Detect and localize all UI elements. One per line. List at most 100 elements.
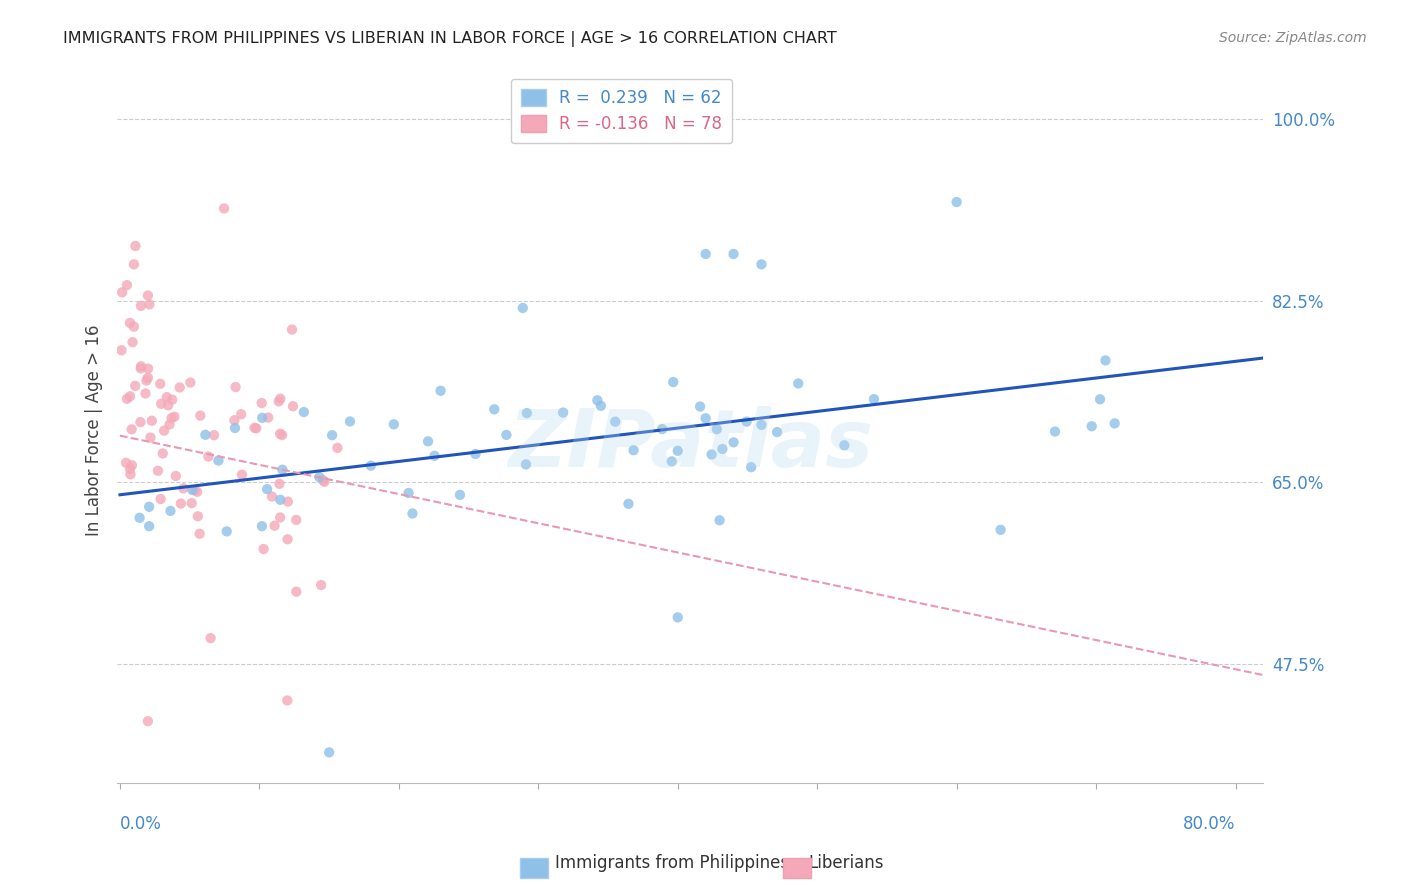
Point: [700, 448, 723, 462]
Point: [250, 396, 273, 410]
Point: [207, 453, 229, 467]
Point: [360, 458, 382, 473]
Point: [186, 484, 208, 499]
Point: [695, 247, 717, 261]
Point: [515, 458, 537, 472]
Point: [250, 519, 273, 533]
Point: [194, 427, 217, 442]
Point: [160, 392, 183, 407]
Point: [689, 400, 711, 414]
Text: IMMIGRANTS FROM PHILIPPINES VS LIBERIAN IN LABOR FORCE | AGE > 16 CORRELATION CH: IMMIGRANTS FROM PHILIPPINES VS LIBERIAN …: [63, 31, 837, 47]
Point: [184, 483, 207, 498]
Point: [124, 379, 146, 393]
Point: [172, 481, 194, 495]
Point: [666, 443, 689, 458]
Point: [285, 513, 308, 527]
Text: 80.0%: 80.0%: [1184, 815, 1236, 833]
Point: [269, 492, 291, 507]
Point: [197, 450, 219, 464]
Point: [617, 497, 640, 511]
Point: [429, 384, 451, 398]
Point: [276, 693, 298, 707]
Point: [231, 407, 253, 421]
Point: [766, 425, 789, 439]
Point: [160, 411, 183, 425]
Point: [115, 278, 138, 293]
Point: [398, 486, 420, 500]
Point: [138, 500, 160, 514]
Point: [709, 513, 731, 527]
Point: [271, 428, 294, 442]
Point: [267, 394, 290, 409]
Point: [285, 584, 308, 599]
Point: [129, 359, 152, 374]
Point: [156, 390, 179, 404]
Point: [120, 389, 142, 403]
Point: [129, 361, 152, 376]
Point: [512, 301, 534, 315]
Point: [401, 507, 423, 521]
Point: [423, 449, 446, 463]
Point: [252, 410, 274, 425]
Point: [269, 476, 291, 491]
Point: [121, 458, 143, 473]
Point: [751, 257, 773, 271]
Text: Immigrants from Philippines: Immigrants from Philippines: [555, 855, 790, 872]
Point: [157, 398, 180, 412]
Point: [146, 464, 169, 478]
Point: [115, 456, 138, 470]
Legend: R =  0.239   N = 62, R = -0.136   N = 78: R = 0.239 N = 62, R = -0.136 N = 78: [510, 78, 733, 144]
Point: [202, 428, 225, 442]
Point: [115, 392, 138, 406]
Point: [269, 510, 291, 524]
Point: [706, 422, 728, 436]
Point: [136, 288, 159, 302]
Point: [623, 443, 645, 458]
Point: [200, 631, 222, 645]
Point: [292, 405, 315, 419]
Point: [187, 509, 209, 524]
Point: [1104, 417, 1126, 431]
Point: [224, 421, 246, 435]
Point: [170, 497, 193, 511]
Point: [326, 441, 349, 455]
Point: [212, 202, 235, 216]
Point: [169, 380, 191, 394]
Point: [181, 483, 204, 497]
Point: [121, 335, 143, 350]
Point: [129, 299, 152, 313]
Point: [309, 578, 332, 592]
Point: [751, 417, 773, 432]
Point: [484, 402, 506, 417]
Point: [141, 414, 163, 428]
Point: [128, 510, 150, 524]
Point: [269, 392, 291, 406]
Point: [321, 428, 343, 442]
Point: [314, 475, 336, 489]
Point: [153, 424, 176, 438]
Point: [605, 415, 627, 429]
Point: [180, 496, 202, 510]
Point: [1080, 419, 1102, 434]
Point: [260, 490, 283, 504]
Point: [863, 392, 886, 406]
Point: [740, 460, 762, 475]
Point: [159, 417, 181, 432]
Point: [179, 376, 201, 390]
Point: [495, 428, 517, 442]
Point: [135, 374, 157, 388]
Point: [225, 380, 247, 394]
Point: [122, 319, 145, 334]
Point: [382, 417, 405, 432]
Point: [1043, 425, 1066, 439]
Point: [661, 454, 683, 468]
Point: [124, 239, 146, 253]
Point: [735, 415, 758, 429]
Point: [277, 494, 299, 508]
Point: [120, 467, 142, 482]
Point: [586, 393, 609, 408]
Point: [215, 524, 238, 539]
Text: 0.0%: 0.0%: [120, 815, 162, 833]
Point: [256, 482, 278, 496]
Point: [1094, 353, 1116, 368]
